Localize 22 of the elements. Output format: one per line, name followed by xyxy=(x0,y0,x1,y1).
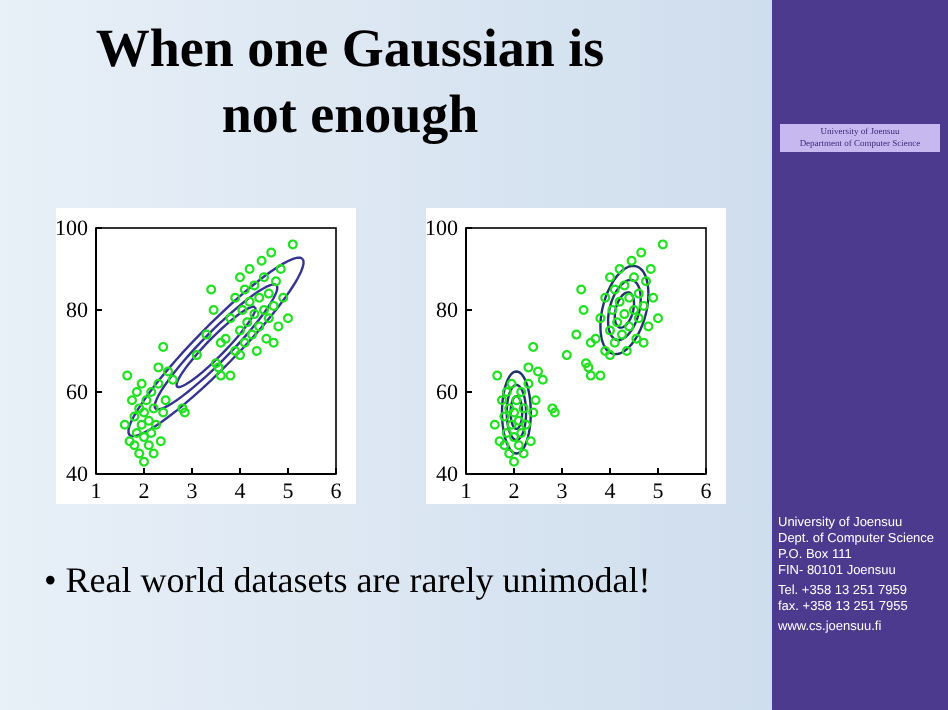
x-tick-label: 5 xyxy=(282,479,295,504)
y-tick-label: 80 xyxy=(436,299,459,324)
y-tick-label: 100 xyxy=(425,217,459,242)
x-tick-label: 3 xyxy=(556,479,569,504)
x-tick-label: 2 xyxy=(508,479,520,504)
x-tick-label: 4 xyxy=(234,479,247,504)
y-tick-label: 60 xyxy=(436,381,459,406)
y-tick-label: 100 xyxy=(55,217,89,242)
x-tick-label: 6 xyxy=(700,479,713,504)
y-tick-label: 80 xyxy=(66,299,89,324)
y-tick-label: 40 xyxy=(66,463,89,488)
y-tick-label: 40 xyxy=(436,463,459,488)
x-tick-label: 1 xyxy=(90,479,102,504)
x-tick-label: 4 xyxy=(604,479,617,504)
text: • Real world datasets are rarely unimodal! xyxy=(44,560,651,602)
x-tick-label: 1 xyxy=(460,479,472,504)
x-tick-label: 2 xyxy=(138,479,150,504)
x-tick-label: 5 xyxy=(652,479,665,504)
x-tick-label: 6 xyxy=(330,479,343,504)
y-tick-label: 60 xyxy=(66,381,89,406)
chart-title: When one Gaussian is not enough xyxy=(93,16,607,148)
x-tick-label: 3 xyxy=(186,479,199,504)
